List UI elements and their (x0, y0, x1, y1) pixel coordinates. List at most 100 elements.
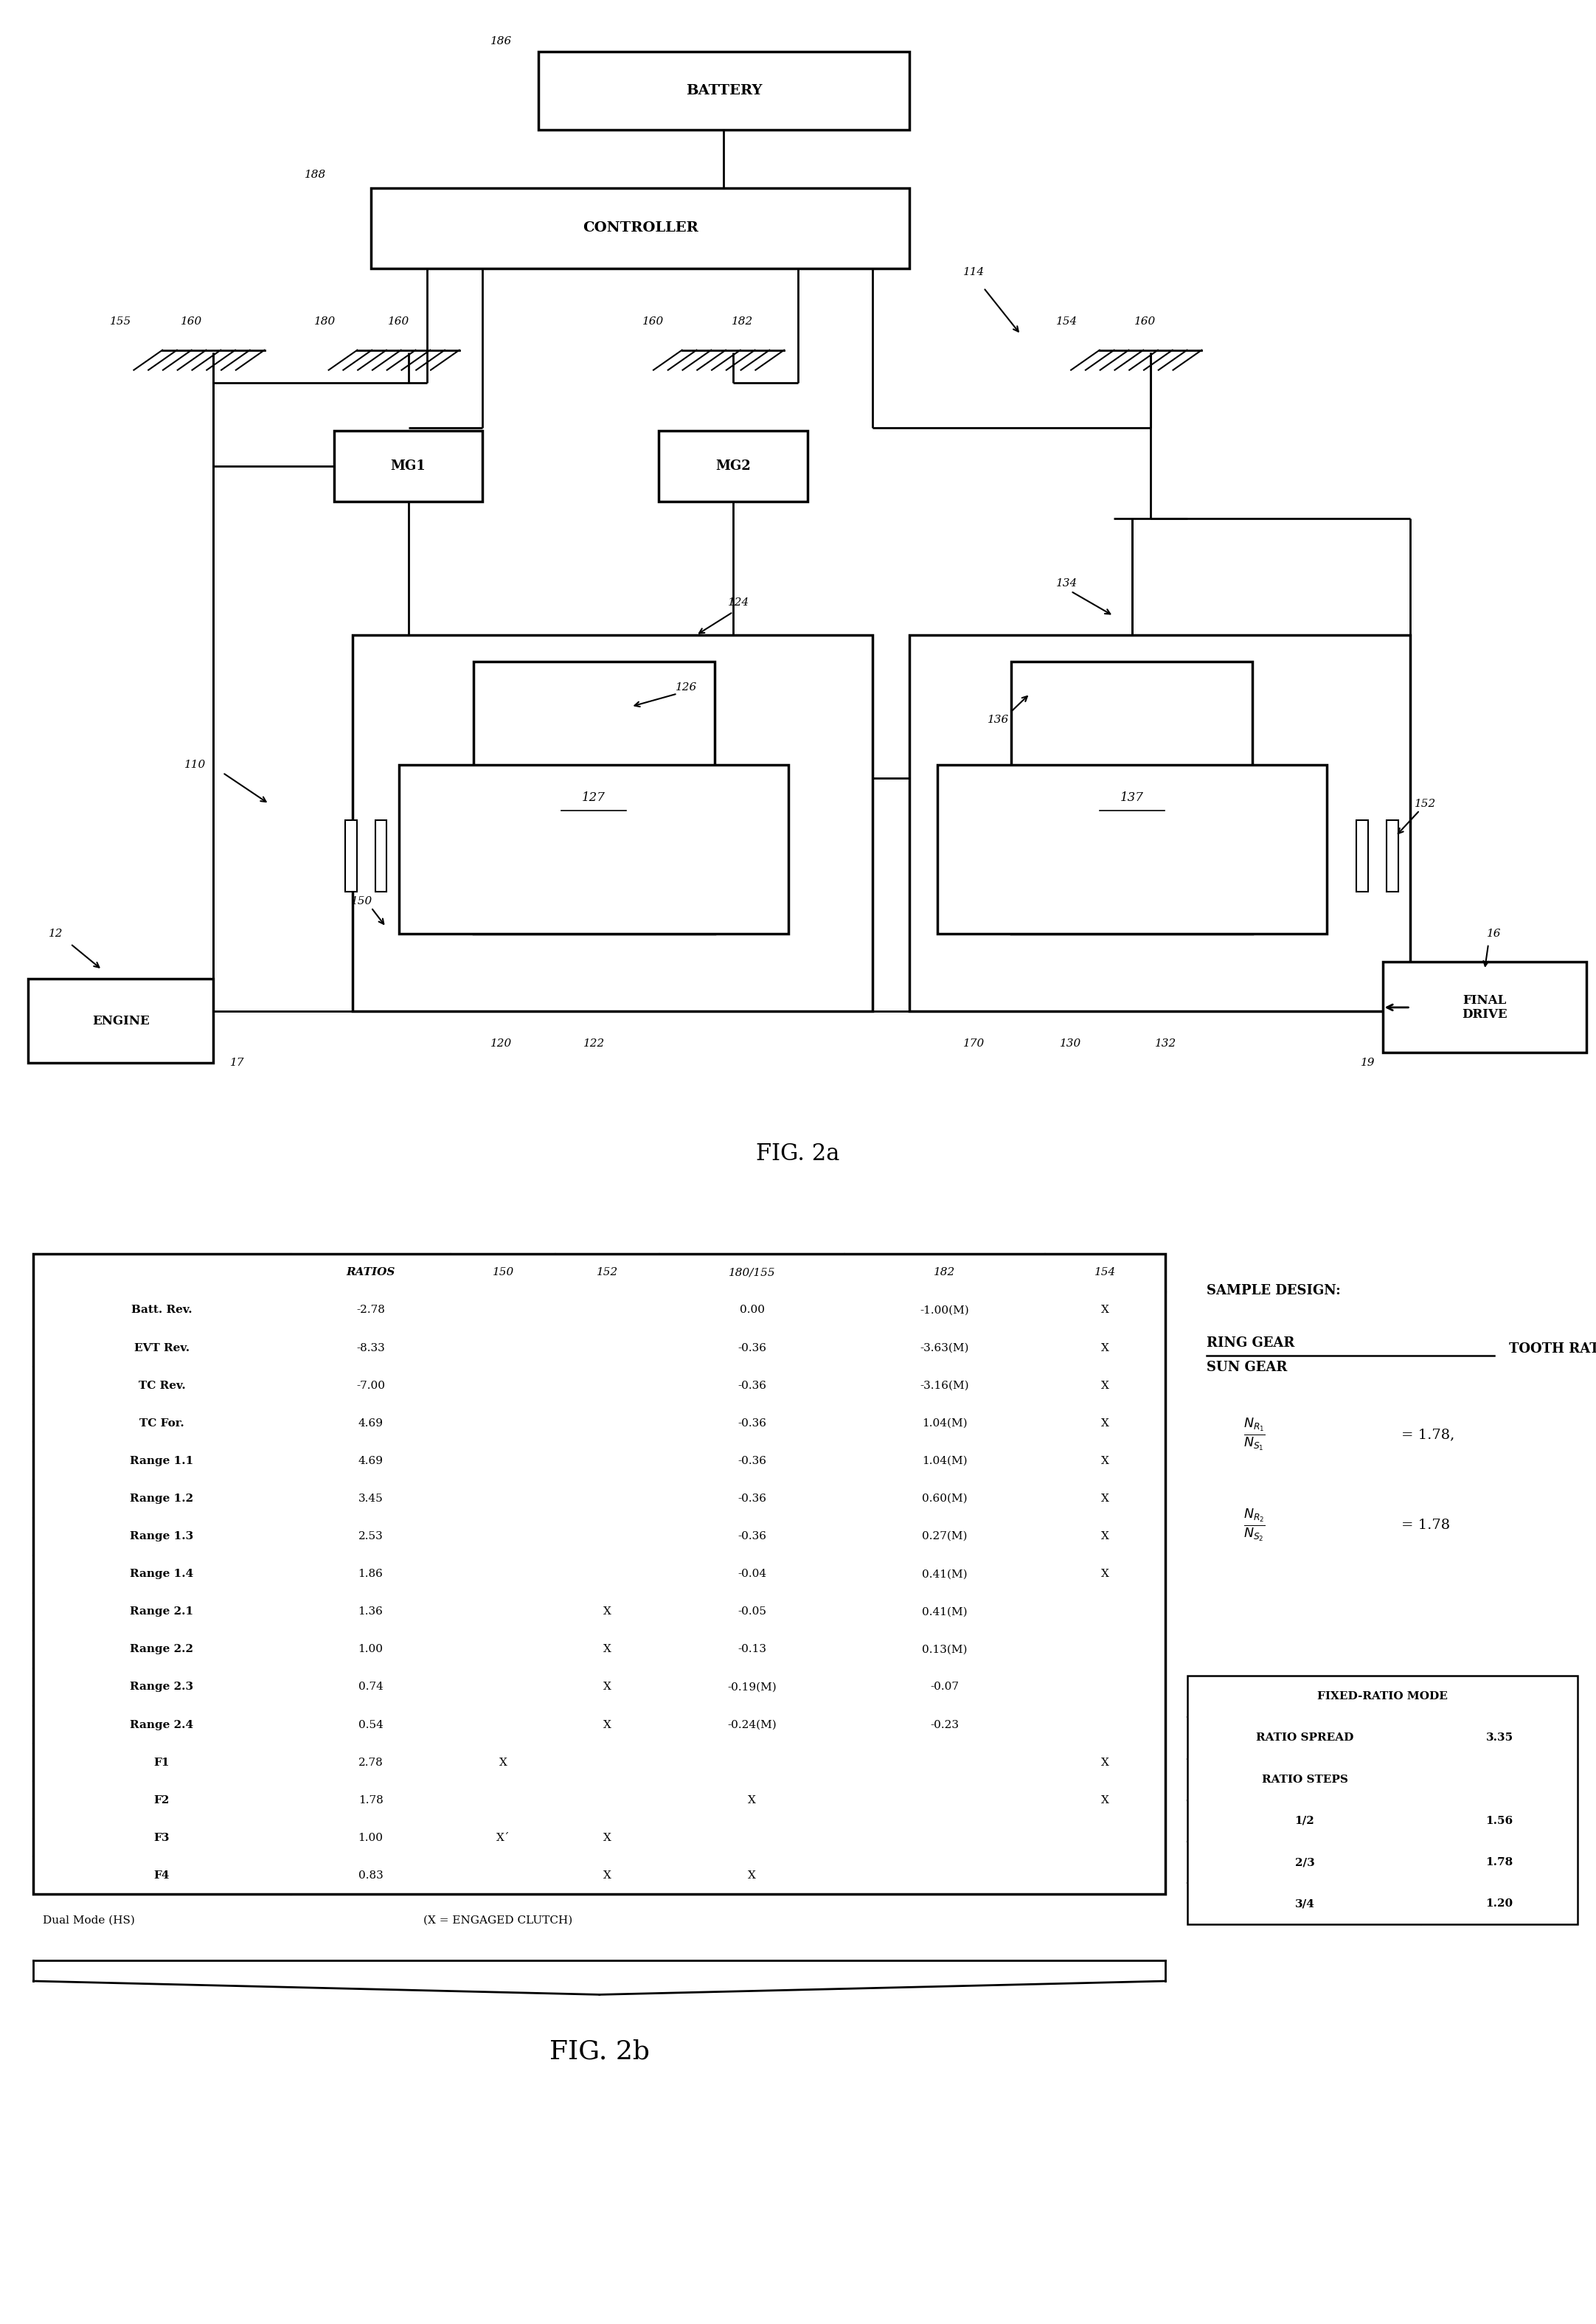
Text: -0.05: -0.05 (737, 1606, 766, 1618)
Text: X: X (1101, 1569, 1109, 1580)
Text: 160: 160 (180, 316, 203, 328)
Text: 182: 182 (934, 1267, 956, 1278)
Text: Range 2.2: Range 2.2 (131, 1645, 193, 1655)
Text: 2.53: 2.53 (358, 1532, 383, 1541)
Text: MG1: MG1 (391, 460, 426, 472)
Text: X: X (1101, 1757, 1109, 1769)
Text: 120: 120 (490, 1039, 512, 1048)
Bar (538, 51, 910, 130)
Text: 1.04(M): 1.04(M) (922, 1418, 967, 1429)
Text: X´: X´ (496, 1834, 509, 1843)
Text: 110: 110 (184, 760, 206, 769)
Text: -0.36: -0.36 (737, 1494, 766, 1504)
Text: X: X (1101, 1380, 1109, 1390)
Text: 2/3: 2/3 (1294, 1857, 1315, 1868)
Text: -0.24(M): -0.24(M) (728, 1720, 777, 1729)
Text: -0.07: -0.07 (930, 1683, 959, 1692)
Text: RING GEAR: RING GEAR (1207, 1336, 1294, 1350)
Text: 186: 186 (490, 37, 512, 46)
Bar (375, 820, 386, 892)
Text: (X = ENGAGED CLUTCH): (X = ENGAGED CLUTCH) (423, 1915, 573, 1927)
Text: 1.20: 1.20 (1486, 1899, 1513, 1908)
Text: 160: 160 (643, 316, 664, 328)
Bar (937, 765, 1326, 934)
Text: 0.00: 0.00 (739, 1306, 764, 1315)
Text: -0.36: -0.36 (737, 1343, 766, 1353)
Text: RATIO SPREAD: RATIO SPREAD (1256, 1734, 1353, 1743)
Text: 182: 182 (731, 316, 753, 328)
Text: TOOTH RATIO:: TOOTH RATIO: (1508, 1341, 1596, 1355)
Bar (474, 662, 715, 934)
Text: 134: 134 (1057, 579, 1077, 588)
Bar (372, 188, 910, 267)
Text: 132: 132 (1154, 1039, 1176, 1048)
Text: -3.63(M): -3.63(M) (921, 1343, 969, 1353)
Text: 3.45: 3.45 (358, 1494, 383, 1504)
Bar (1187, 1676, 1577, 1924)
Text: X: X (603, 1645, 611, 1655)
Text: X: X (603, 1871, 611, 1880)
Text: 16: 16 (1487, 927, 1502, 939)
Text: 1.04(M): 1.04(M) (922, 1455, 967, 1466)
Text: 114: 114 (964, 267, 985, 277)
Text: 0.74: 0.74 (358, 1683, 383, 1692)
Text: FIG. 2b: FIG. 2b (549, 2038, 650, 2064)
Text: = 1.78: = 1.78 (1401, 1518, 1449, 1532)
Text: CONTROLLER: CONTROLLER (583, 221, 697, 235)
Text: X: X (1101, 1343, 1109, 1353)
Text: 4.69: 4.69 (358, 1418, 383, 1429)
Text: X: X (1101, 1794, 1109, 1806)
Text: X: X (749, 1871, 757, 1880)
Text: X: X (603, 1720, 611, 1729)
Text: TC For.: TC For. (139, 1418, 184, 1429)
Text: 4.69: 4.69 (358, 1455, 383, 1466)
Text: X: X (500, 1757, 508, 1769)
Text: 160: 160 (1135, 316, 1156, 328)
Text: 0.83: 0.83 (358, 1871, 383, 1880)
Text: 1.78: 1.78 (1486, 1857, 1513, 1868)
Text: 0.41(M): 0.41(M) (922, 1569, 967, 1580)
Text: Range 2.3: Range 2.3 (131, 1683, 193, 1692)
Text: 180: 180 (314, 316, 335, 328)
Bar (399, 765, 788, 934)
Text: FIG. 2a: FIG. 2a (757, 1143, 839, 1164)
Text: 1.36: 1.36 (358, 1606, 383, 1618)
Bar (34, 1253, 1165, 1894)
Text: ENGINE: ENGINE (93, 1016, 150, 1027)
Text: 188: 188 (305, 170, 326, 181)
Text: 1/2: 1/2 (1294, 1815, 1315, 1827)
Text: 0.27(M): 0.27(M) (922, 1532, 967, 1541)
Text: 0.13(M): 0.13(M) (922, 1645, 967, 1655)
Text: 155: 155 (110, 316, 131, 328)
Text: F3: F3 (153, 1834, 169, 1843)
Text: -2.78: -2.78 (356, 1306, 385, 1315)
Text: $\frac{N_{R_2}}{N_{S_2}}$: $\frac{N_{R_2}}{N_{S_2}}$ (1243, 1508, 1266, 1543)
Text: FIXED-RATIO MODE: FIXED-RATIO MODE (1317, 1692, 1448, 1701)
Text: -0.36: -0.36 (737, 1532, 766, 1541)
Bar (1382, 962, 1586, 1053)
Bar (1012, 662, 1253, 934)
Text: 126: 126 (675, 681, 697, 693)
Text: -0.36: -0.36 (737, 1455, 766, 1466)
Text: 0.60(M): 0.60(M) (922, 1494, 967, 1504)
Text: MG2: MG2 (715, 460, 750, 472)
Text: BATTERY: BATTERY (686, 84, 761, 98)
Bar (659, 430, 808, 502)
Text: Range 1.4: Range 1.4 (129, 1569, 193, 1580)
Text: -1.00(M): -1.00(M) (919, 1306, 969, 1315)
Text: 127: 127 (583, 790, 605, 804)
Bar (334, 430, 482, 502)
Text: Range 2.4: Range 2.4 (131, 1720, 193, 1729)
Text: 154: 154 (1057, 316, 1077, 328)
Text: 1.00: 1.00 (358, 1834, 383, 1843)
Bar (353, 634, 873, 1011)
Text: X: X (1101, 1494, 1109, 1504)
Text: 150: 150 (351, 897, 373, 906)
Text: -0.36: -0.36 (737, 1380, 766, 1390)
Text: 152: 152 (1414, 799, 1436, 809)
Text: RATIO STEPS: RATIO STEPS (1261, 1773, 1347, 1785)
Bar (345, 820, 358, 892)
Text: RATIOS: RATIOS (346, 1267, 396, 1278)
Text: 1.56: 1.56 (1486, 1815, 1513, 1827)
Text: Range 1.2: Range 1.2 (131, 1494, 193, 1504)
